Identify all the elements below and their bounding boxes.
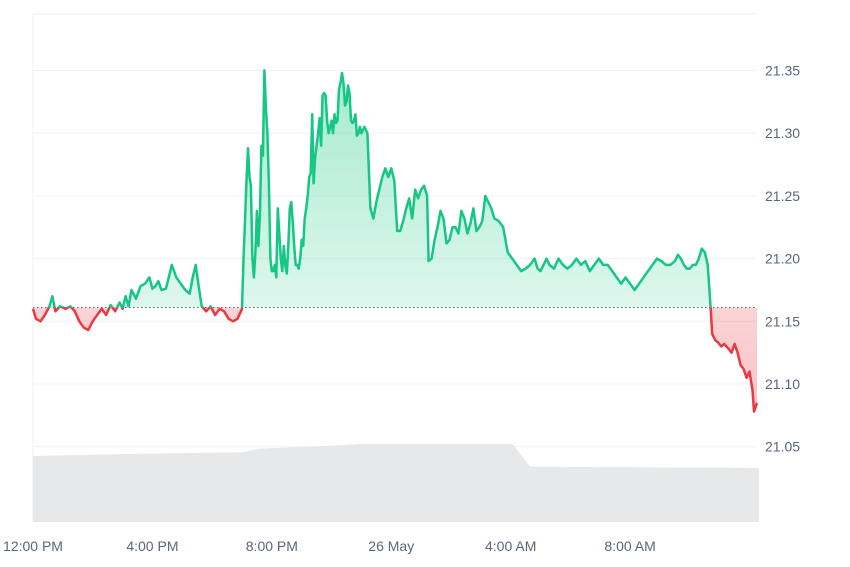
x-tick-label: 12:00 PM [3,538,63,554]
y-tick-label: 21.20 [765,251,800,267]
y-tick-label: 21.35 [765,62,800,78]
x-tick-label: 8:00 AM [604,538,655,554]
y-tick-label: 21.10 [765,376,800,392]
x-tick-label: 26 May [368,538,414,554]
area-above-baseline [33,70,757,308]
y-tick-label: 21.30 [765,125,800,141]
volume-bar [756,467,759,522]
volume-bars [33,444,759,522]
x-axis-tick-labels: 12:00 PM 4:00 PM 8:00 PM 26 May 4:00 AM 8:00 … [3,538,656,554]
price-area [33,70,757,412]
plot-frame [32,13,757,522]
price-line [31,69,759,413]
y-tick-label: 21.15 [765,313,800,329]
y-tick-label: 21.25 [765,188,800,204]
x-tick-label: 4:00 PM [126,538,178,554]
y-tick-label: 21.05 [765,439,800,455]
series-line-up [47,69,712,308]
x-tick-label: 8:00 PM [246,538,298,554]
y-axis-tick-labels: 21.05 21.10 21.15 21.20 21.25 21.30 21.35 [765,62,800,454]
x-tick-label: 4:00 AM [485,538,536,554]
